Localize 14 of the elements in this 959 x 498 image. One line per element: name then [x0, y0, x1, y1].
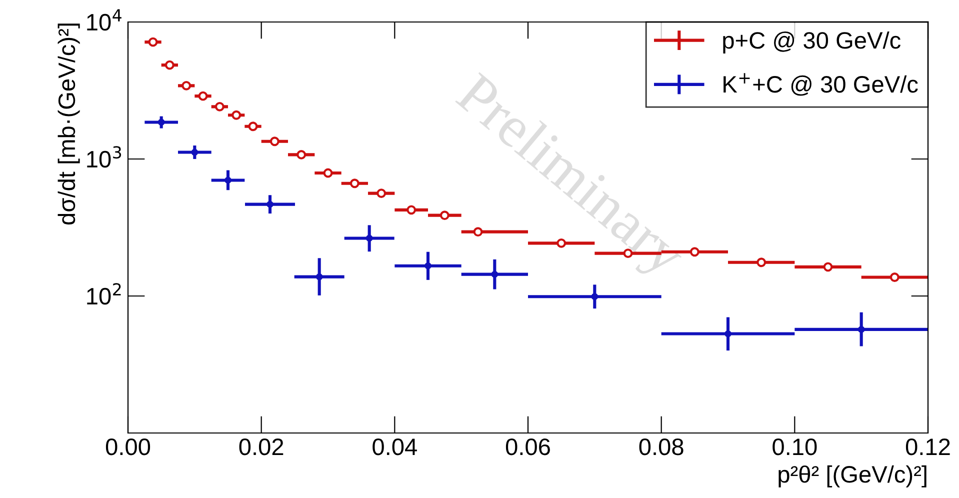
x-tick-label: 0.10	[772, 438, 817, 456]
x-axis-title: p²θ² [(GeV/c)²]	[778, 465, 926, 488]
x-tick-label: 0.06	[506, 438, 550, 456]
y-tick-label: 10$^{2}$	[87, 283, 121, 305]
y-axis-title: dσ/dt [mb·(GeV/c)²]	[58, 24, 80, 224]
legend-label: K$^{+}$+C @ 30 GeV/c	[724, 73, 918, 96]
legend-label: p+C @ 30 GeV/c	[723, 31, 901, 54]
x-tick-label: 0.12	[906, 438, 950, 456]
x-tick-label: 0.00	[106, 438, 150, 456]
x-tick-label: 0.04	[372, 438, 417, 456]
x-tick-label: 0.02	[239, 438, 284, 456]
y-tick-label: 10$^{3}$	[87, 146, 122, 168]
y-tick-label: 10$^{4}$	[87, 9, 122, 31]
x-tick-label: 0.08	[639, 438, 684, 456]
